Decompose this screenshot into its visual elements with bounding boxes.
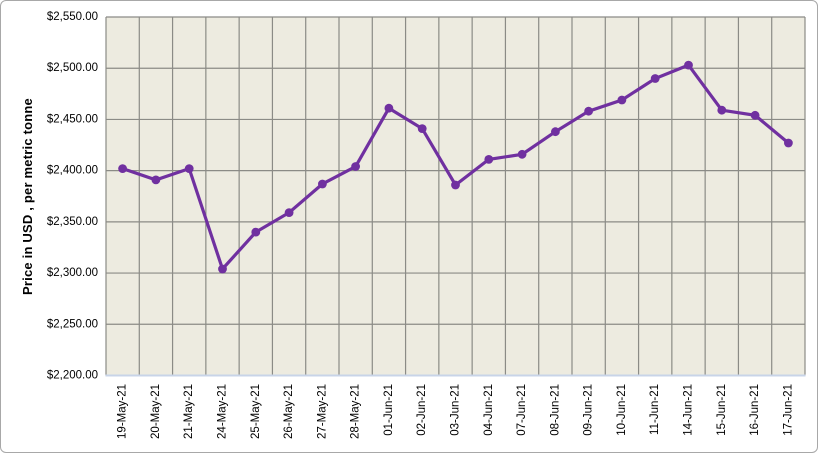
x-tick-label: 09-Jun-21 <box>583 384 595 436</box>
x-tick-label: 19-May-21 <box>117 384 129 439</box>
data-point-marker <box>118 164 127 174</box>
y-tick-label: $2,500.00 <box>47 62 98 74</box>
data-point-marker <box>384 103 394 113</box>
data-point-marker <box>417 124 427 133</box>
x-tick-label: 03-Jun-21 <box>450 384 462 436</box>
data-point-marker <box>284 208 294 218</box>
data-point-marker <box>184 164 194 174</box>
data-point-marker <box>584 106 593 116</box>
data-point-marker <box>318 179 327 189</box>
data-point-marker <box>484 155 494 164</box>
y-tick-label: $2,450.00 <box>47 113 98 125</box>
y-tick-label: $2,550.00 <box>47 11 98 23</box>
x-tick-label: 01-Jun-21 <box>383 384 395 436</box>
x-tick-label: 14-Jun-21 <box>683 384 695 436</box>
data-point-marker <box>784 138 793 148</box>
data-point-marker <box>517 149 527 159</box>
x-tick-label: 28-May-21 <box>350 384 362 439</box>
data-point-marker <box>617 95 627 105</box>
x-tick-label: 08-Jun-21 <box>549 384 561 436</box>
data-point-marker <box>650 74 660 83</box>
data-point-marker <box>451 180 460 190</box>
x-tick-label: 11-Jun-21 <box>649 384 661 435</box>
data-point-marker <box>551 127 560 137</box>
x-tick-label: 10-Jun-21 <box>616 384 628 436</box>
data-point-marker <box>251 227 261 237</box>
x-tick-label: 15-Jun-21 <box>716 384 728 436</box>
x-tick-label: 25-May-21 <box>250 384 262 439</box>
data-point-marker <box>684 60 693 70</box>
y-tick-label: $2,200.00 <box>47 370 98 382</box>
x-tick-label: 02-Jun-21 <box>416 384 428 436</box>
x-tick-label: 24-May-21 <box>217 384 229 439</box>
data-point-marker <box>717 105 727 115</box>
y-tick-label: $2,400.00 <box>47 165 98 177</box>
x-tick-label: 21-May-21 <box>183 384 195 439</box>
x-tick-label: 20-May-21 <box>150 384 162 439</box>
x-tick-label: 04-Jun-21 <box>483 384 495 436</box>
y-tick-label: $2,250.00 <box>47 318 98 330</box>
x-tick-label: 07-Jun-21 <box>516 384 528 436</box>
data-point-marker <box>218 264 227 274</box>
x-tick-label: 27-May-21 <box>316 384 328 439</box>
x-tick-label: 26-May-21 <box>283 384 295 439</box>
data-point-marker <box>351 162 360 171</box>
x-tick-label: 17-Jun-21 <box>782 384 794 436</box>
y-tick-label: $2,350.00 <box>47 216 98 228</box>
plot-area-background <box>106 17 805 376</box>
data-point-marker <box>750 110 760 120</box>
x-tick-label: 16-Jun-21 <box>749 384 761 436</box>
y-tick-label: $2,300.00 <box>47 267 98 279</box>
data-point-marker <box>151 175 161 185</box>
